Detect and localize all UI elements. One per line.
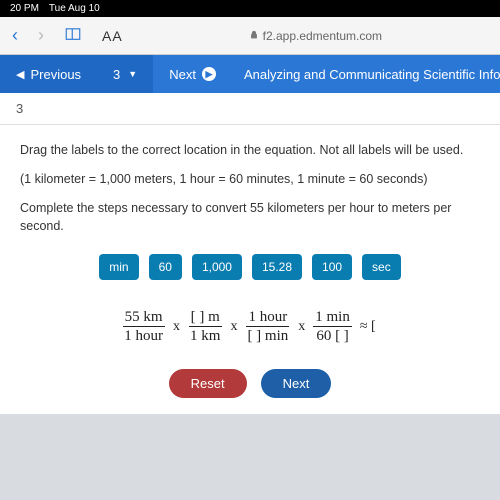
equation: 55 km 1 hour x [ ] m 1 km x 1 hour [ ] m…: [20, 308, 480, 345]
previous-label: Previous: [30, 67, 81, 82]
frac3-top: 1 hour: [246, 308, 289, 327]
forward-icon: ›: [38, 25, 44, 46]
result-slot[interactable]: ≈ [: [358, 316, 378, 337]
fraction-4[interactable]: 1 min 60 [ ]: [313, 308, 352, 345]
label-60[interactable]: 60: [149, 254, 182, 280]
counter-value: 3: [113, 67, 120, 82]
url-text: f2.app.edmentum.com: [263, 29, 382, 43]
arrow-right-icon: ▶: [202, 67, 216, 81]
arrow-left-icon: ◀: [16, 68, 24, 81]
lock-icon: [249, 29, 259, 43]
next-button[interactable]: Next: [261, 369, 332, 398]
device-status-bar: 20 PM Tue Aug 10: [0, 0, 500, 17]
frac1-top: 55 km: [123, 308, 165, 327]
status-time: 20 PM: [10, 3, 39, 14]
label-1000[interactable]: 1,000: [192, 254, 242, 280]
lesson-title: Analyzing and Communicating Scientific I…: [232, 67, 500, 82]
fraction-1: 55 km 1 hour: [122, 308, 165, 345]
label-min[interactable]: min: [99, 254, 138, 280]
next-button-header[interactable]: Next ▶: [153, 55, 232, 93]
times-1: x: [171, 316, 182, 337]
fraction-2[interactable]: [ ] m 1 km: [188, 308, 222, 345]
frac4-bot[interactable]: 60 [ ]: [314, 327, 351, 345]
label-sec[interactable]: sec: [362, 254, 401, 280]
label-bank: min 60 1,000 15.28 100 sec: [20, 254, 480, 280]
app-header: ◀ Previous 3 ▼ Next ▶ Analyzing and Comm…: [0, 55, 500, 93]
text-size-control[interactable]: AA: [102, 28, 123, 44]
frac2-top[interactable]: [ ] m: [189, 308, 222, 327]
frac1-bot: 1 hour: [122, 327, 165, 345]
question-content: Drag the labels to the correct location …: [0, 125, 500, 414]
frac2-bot: 1 km: [188, 327, 222, 345]
task-text: Complete the steps necessary to convert …: [20, 199, 480, 237]
reset-button[interactable]: Reset: [169, 369, 247, 398]
question-counter[interactable]: 3 ▼: [97, 55, 153, 93]
question-number: 3: [0, 93, 500, 125]
next-label: Next: [169, 67, 196, 82]
bookmarks-icon[interactable]: [64, 25, 82, 46]
label-1528[interactable]: 15.28: [252, 254, 302, 280]
back-icon[interactable]: ‹: [12, 25, 18, 46]
times-3: x: [296, 316, 307, 337]
frac4-top: 1 min: [313, 308, 352, 327]
times-2: x: [228, 316, 239, 337]
given-text: (1 kilometer = 1,000 meters, 1 hour = 60…: [20, 170, 480, 189]
fraction-3[interactable]: 1 hour [ ] min: [245, 308, 290, 345]
frac3-bot[interactable]: [ ] min: [245, 327, 290, 345]
address-bar[interactable]: f2.app.edmentum.com: [143, 29, 488, 43]
label-100[interactable]: 100: [312, 254, 352, 280]
instruction-text: Drag the labels to the correct location …: [20, 141, 480, 160]
previous-button[interactable]: ◀ Previous: [0, 55, 97, 93]
status-date: Tue Aug 10: [49, 3, 100, 14]
chevron-down-icon: ▼: [128, 69, 137, 79]
browser-toolbar: ‹ › AA f2.app.edmentum.com: [0, 17, 500, 55]
action-buttons: Reset Next: [20, 369, 480, 398]
